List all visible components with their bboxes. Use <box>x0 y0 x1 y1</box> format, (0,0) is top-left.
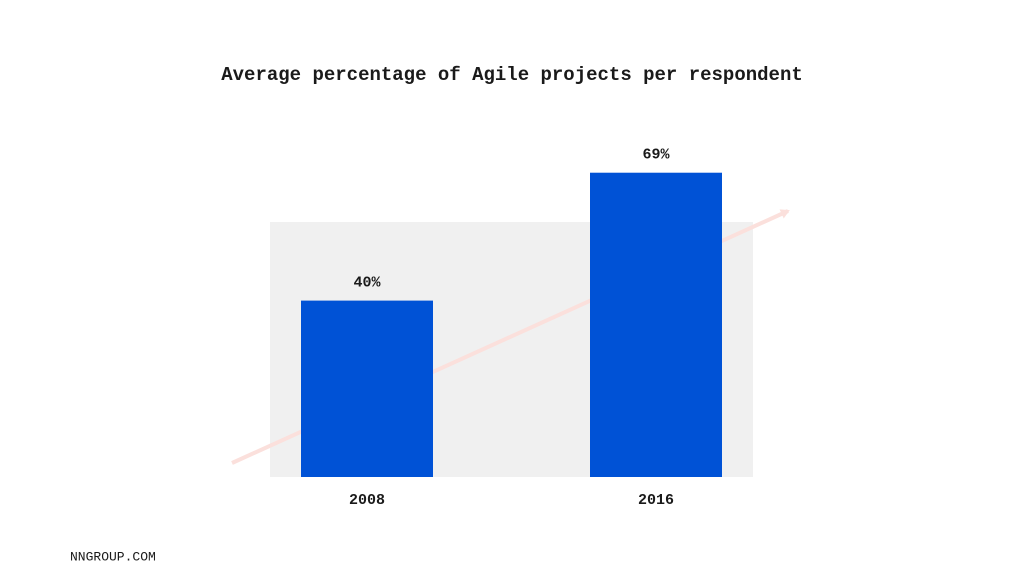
footer: NNGROUP.COM <box>70 549 156 564</box>
x-tick-label: 2016 <box>638 492 674 509</box>
x-tick-label: 2008 <box>349 492 385 509</box>
value-label: 40% <box>353 275 381 292</box>
bar <box>301 300 433 477</box>
bar <box>590 172 722 477</box>
chart-title: Average percentage of Agile projects per… <box>221 64 803 86</box>
bars: 40% 2008 69% 2016 <box>301 147 722 509</box>
value-label: 69% <box>642 147 670 164</box>
